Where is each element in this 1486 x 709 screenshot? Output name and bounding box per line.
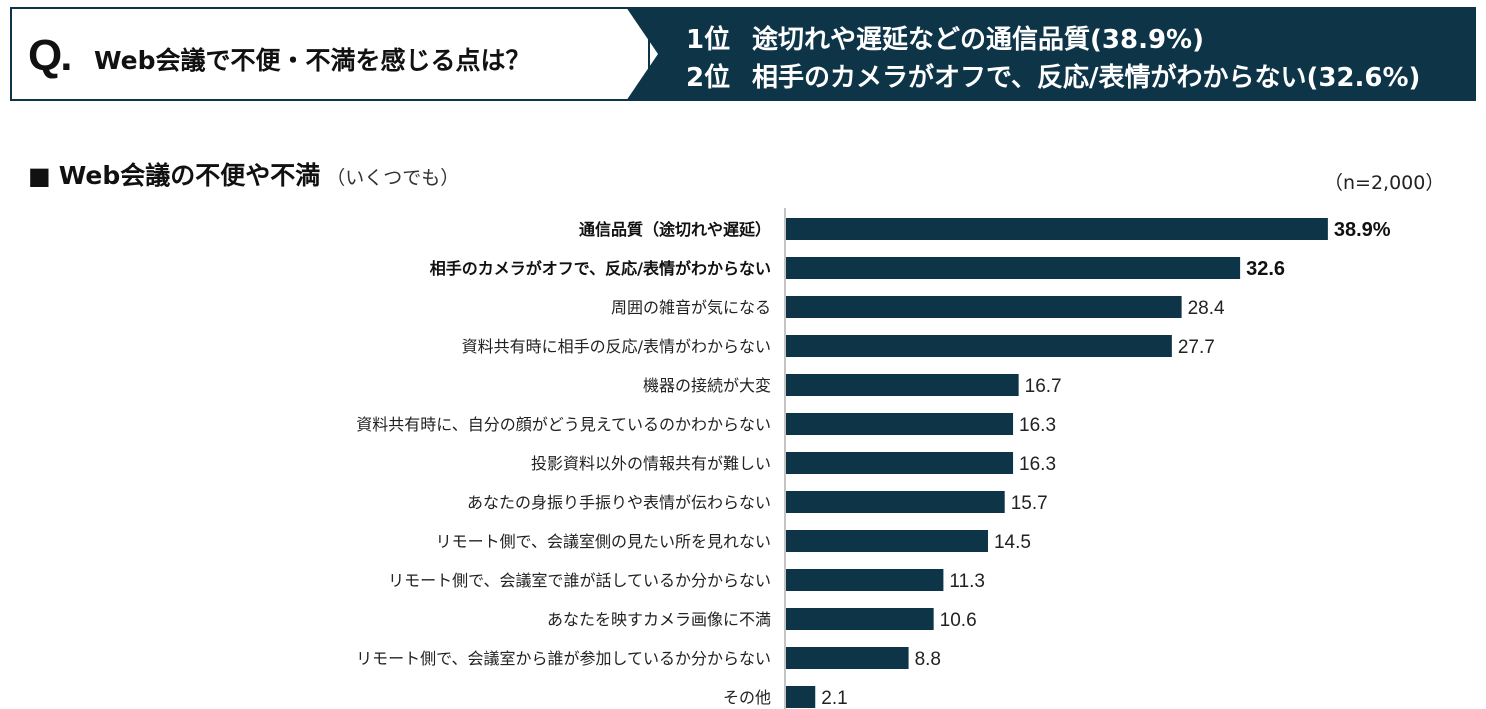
bar — [786, 296, 1182, 318]
bar — [786, 218, 1328, 240]
value-label: 32.6 — [1246, 258, 1285, 280]
header-banner: Q. Web会議で不便・不満を感じる点は？ 1位 途切れや遅延などの通信品質(38… — [10, 7, 1476, 101]
value-label: 16.3 — [1019, 454, 1056, 475]
bar — [786, 335, 1172, 357]
value-label: 15.7 — [1011, 493, 1048, 514]
bar — [786, 647, 909, 669]
bar — [786, 569, 944, 591]
value-label: 8.8 — [915, 649, 941, 670]
bars-group: 通信品質（途切れや遅延） 38.9% 相手のカメラがオフで、反応/表情がわからない 3… — [356, 218, 1391, 709]
category-label: あなたを映すカメラ画像に不満 — [547, 610, 771, 629]
rank-2: 2位 相手のカメラがオフで、反応/表情がわからない(32.6%) — [686, 57, 1420, 94]
category-label: 周囲の雑音が気になる — [611, 298, 771, 317]
category-label: 資料共有時に、自分の顔がどう見えているのかわからない — [356, 415, 771, 434]
bar — [786, 257, 1241, 279]
rank-2-text: 相手のカメラがオフで、反応/表情がわからない(32.6%) — [752, 63, 1421, 93]
section-note: （いくつでも） — [326, 167, 460, 189]
value-label: 38.9% — [1334, 219, 1391, 241]
value-label: 27.7 — [1178, 337, 1215, 358]
bar — [786, 452, 1014, 474]
value-label: 16.7 — [1025, 376, 1062, 397]
question-panel: Q. Web会議で不便・不満を感じる点は？ — [10, 7, 650, 101]
value-label: 10.6 — [940, 610, 977, 631]
value-label: 2.1 — [821, 688, 847, 709]
bar — [786, 374, 1019, 396]
category-label: 資料共有時に相手の反応/表情がわからない — [462, 337, 771, 356]
value-label: 14.5 — [994, 532, 1031, 553]
rank-2-position: 2位 — [686, 63, 731, 93]
value-label: 16.3 — [1019, 415, 1056, 436]
category-label: リモート側で、会議室から誰が参加しているか分からない — [356, 649, 771, 668]
category-label: 機器の接続が大変 — [643, 376, 771, 395]
bar — [786, 530, 988, 552]
question-text: Web会議で不便・不満を感じる点は？ — [94, 46, 531, 75]
rank-1-position: 1位 — [686, 25, 731, 55]
sample-size: （n=2,000） — [1324, 172, 1445, 194]
section-title-text: Web会議の不便や不満 — [58, 161, 321, 190]
ranking-panel: 1位 途切れや遅延などの通信品質(38.9%) 2位 相手のカメラがオフで、反応/表… — [626, 7, 1476, 101]
rank-1-text: 途切れや遅延などの通信品質(38.9%) — [752, 25, 1204, 55]
bar — [786, 686, 816, 708]
category-label: 通信品質（途切れや遅延） — [579, 220, 771, 239]
section-title: ■ Web会議の不便や不満 （いくつでも） — [28, 156, 459, 192]
category-label: その他 — [723, 688, 771, 707]
bar — [786, 608, 934, 630]
value-label: 11.3 — [949, 571, 985, 592]
q-mark: Q. — [28, 31, 72, 80]
bar — [786, 491, 1005, 513]
category-label: 投影資料以外の情報共有が難しい — [531, 454, 771, 473]
square-bullet-icon: ■ — [28, 162, 51, 190]
bar — [786, 413, 1014, 435]
category-label: リモート側で、会議室で誰が話しているか分からない — [388, 571, 771, 590]
category-label: あなたの身振り手振りや表情が伝わらない — [467, 493, 771, 512]
category-label: 相手のカメラがオフで、反応/表情がわからない — [430, 259, 771, 278]
value-label: 28.4 — [1188, 298, 1225, 319]
category-label: リモート側で、会議室側の見たい所を見れない — [436, 532, 771, 551]
rank-1: 1位 途切れや遅延などの通信品質(38.9%) — [686, 19, 1204, 56]
